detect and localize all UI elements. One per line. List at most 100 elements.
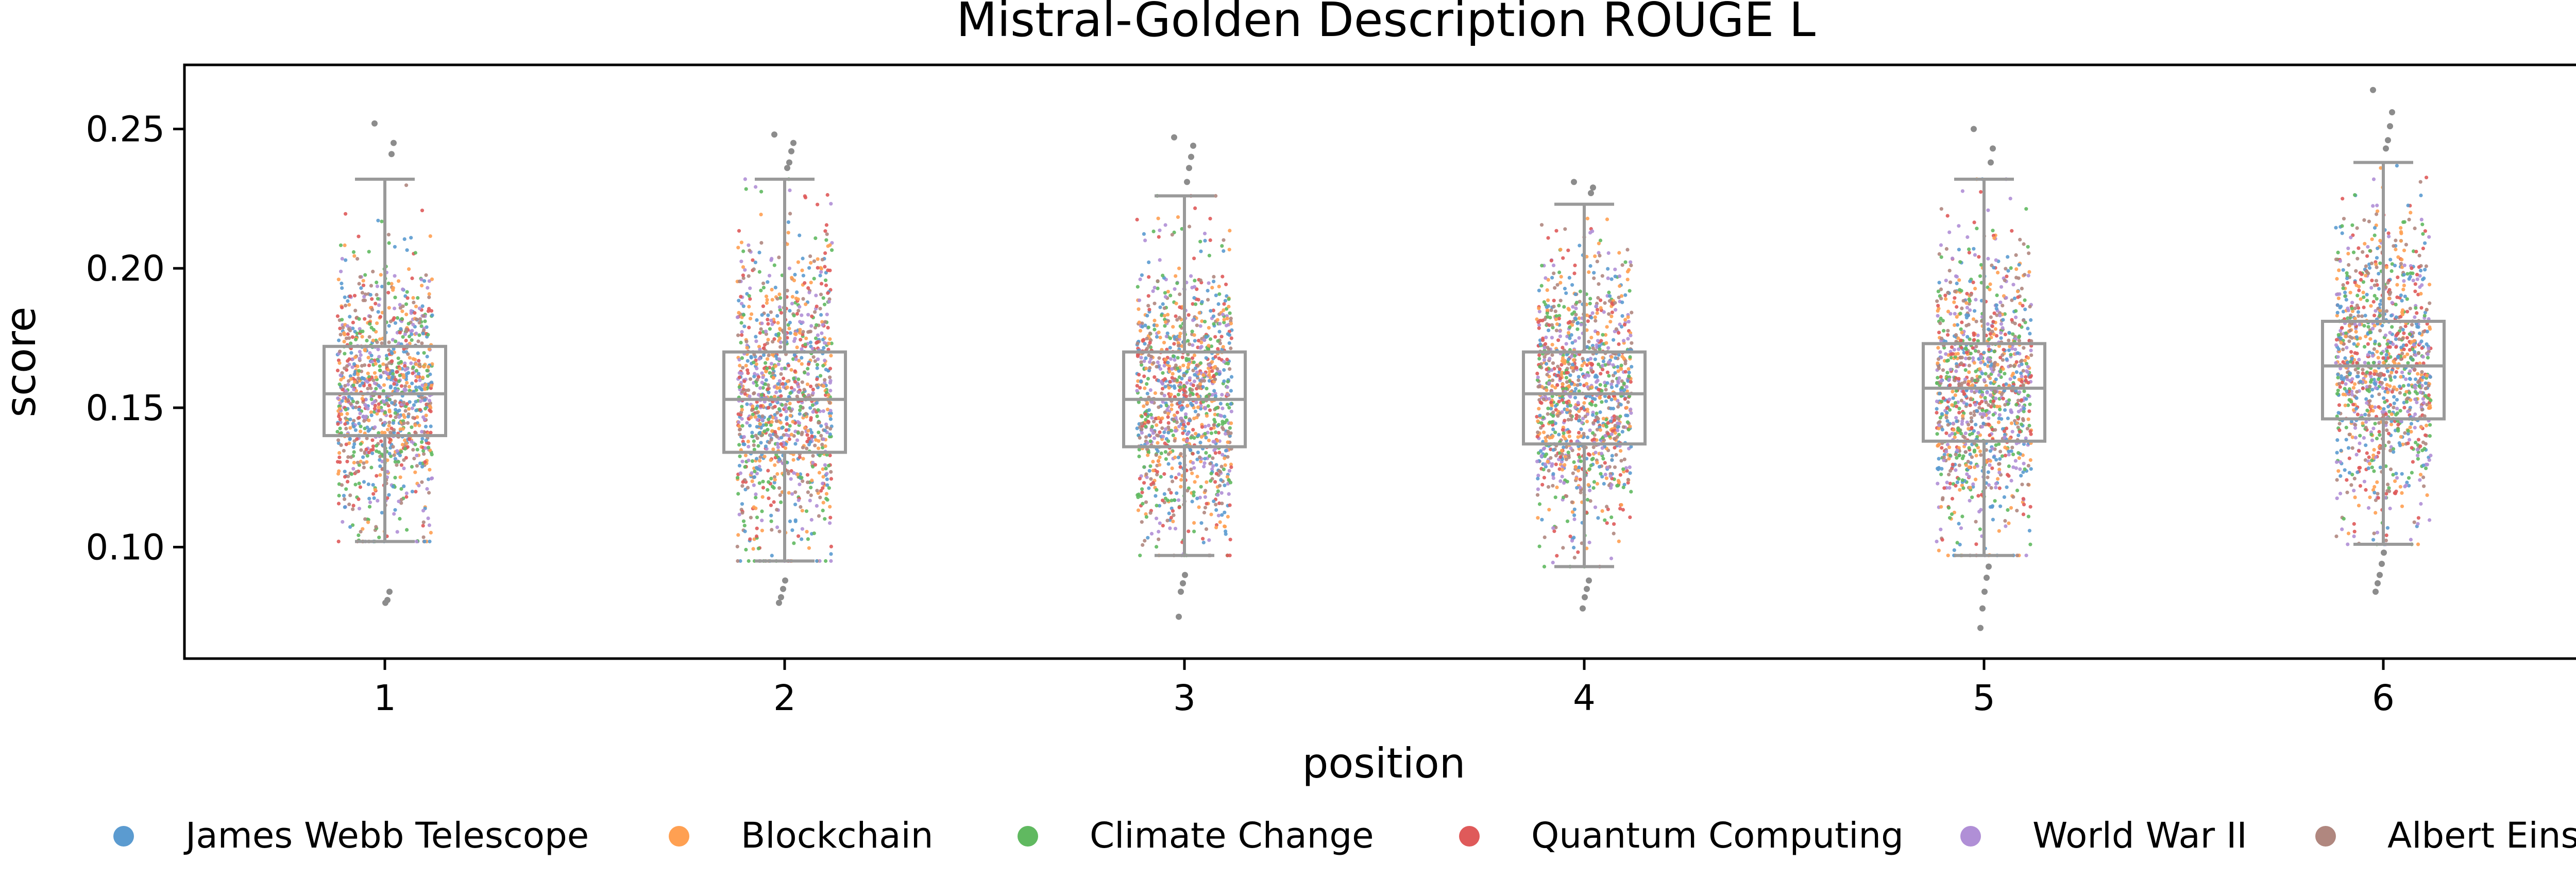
strip-point [397,279,401,283]
strip-point [1148,388,1153,392]
strip-point [1549,456,1553,460]
strip-point [1547,396,1551,401]
strip-point [787,266,791,270]
strip-point [764,423,768,427]
strip-point [386,233,391,237]
strip-point [1159,451,1163,456]
strip-point [367,418,371,423]
strip-point [402,484,406,489]
strip-point [1551,472,1555,476]
strip-point [1550,384,1554,388]
strip-point [823,517,827,521]
strip-point [1962,380,1967,384]
strip-point [740,408,744,412]
strip-point [769,476,773,481]
strip-point [1959,399,1963,403]
strip-point [1977,402,1981,406]
strip-point [1205,502,1209,506]
strip-point [387,409,392,414]
strip-point [425,354,429,359]
strip-point [1550,275,1554,280]
strip-point [1147,275,1151,279]
strip-point [752,374,756,378]
strip-point [1973,465,1977,470]
strip-point [1210,467,1214,471]
strip-point [1604,388,1608,392]
strip-point [1550,464,1554,468]
strip-point [339,443,343,447]
strip-point [1941,368,1945,372]
strip-point [1185,404,1190,408]
strip-point [1571,358,1576,362]
strip-point [820,331,824,335]
strip-point [399,327,403,331]
strip-point [1986,322,1990,326]
strip-point [1991,412,1995,417]
strip-point [377,402,381,406]
strip-point [1594,403,1598,407]
strip-point [367,335,371,339]
strip-point [1156,360,1160,365]
strip-point [792,353,796,357]
strip-point [1935,399,1939,404]
strip-point [825,425,829,429]
strip-point [1609,314,1614,319]
strip-point [391,421,396,425]
strip-point [1992,455,1996,459]
strip-point [1550,420,1554,424]
strip-point [1145,314,1149,318]
strip-point [1150,424,1154,429]
strip-point [1553,309,1557,314]
strip-point [1944,297,1948,301]
strip-point [405,248,409,252]
strip-point [804,302,808,306]
strip-point [1164,427,1168,431]
strip-point [1202,338,1206,342]
strip-point [1169,515,1173,520]
strip-point [1225,418,1229,422]
strip-point [1954,333,1958,337]
strip-point [806,330,810,334]
strip-point [1600,475,1604,479]
strip-point [413,442,417,446]
strip-point [1207,326,1211,330]
strip-point [1605,370,1609,374]
strip-point [800,476,804,480]
strip-point [1172,384,1176,388]
strip-point [1968,498,1972,503]
strip-point [775,508,779,512]
strip-point [365,454,369,458]
strip-point [390,401,394,405]
strip-point [1151,229,1156,233]
strip-point [1225,475,1229,479]
strip-point [1147,433,1151,437]
strip-point [2024,375,2028,379]
strip-point [778,389,782,393]
strip-point [1625,269,1630,274]
strip-point [1604,341,1608,345]
strip-point [2028,458,2032,462]
strip-point [1136,495,1140,499]
strip-point [1141,543,1145,547]
strip-point [1536,430,1540,435]
strip-point [1613,267,1617,271]
strip-point [1178,385,1182,389]
strip-point [758,331,762,335]
strip-point [752,352,756,357]
strip-point [2025,426,2029,431]
strip-point [1536,473,1540,478]
strip-point [2026,356,2030,360]
strip-point [367,427,371,432]
strip-point [1223,510,1227,514]
strip-point [1195,474,1199,479]
strip-point [809,486,813,490]
strip-point [376,310,380,314]
strip-point [1998,407,2002,411]
strip-point [1223,299,1227,303]
strip-point [1192,493,1196,497]
strip-point [363,517,367,521]
strip-point [1196,298,1200,302]
strip-point [1951,396,1955,400]
strip-point [402,387,406,391]
strip-point [1939,375,1943,379]
